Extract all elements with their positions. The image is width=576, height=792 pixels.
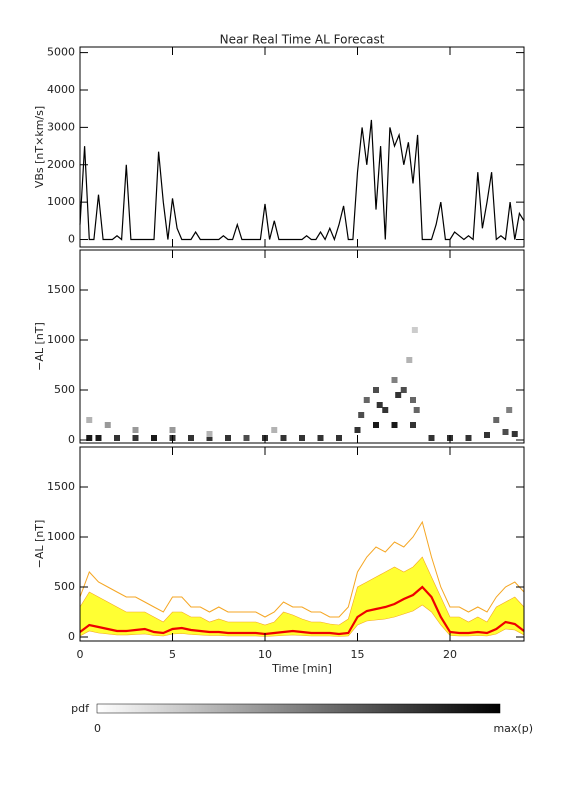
density-cell [86,435,93,441]
density-cell [358,412,365,418]
density-cell [411,327,418,333]
plot-frame [79,249,525,444]
density-cell [382,407,389,413]
density-cell [206,431,213,437]
y-tick-label: 1500 [47,283,75,296]
y-tick-label: 1000 [47,333,75,346]
y-tick-label: 5000 [47,46,75,59]
density-cell [95,435,102,441]
x-axis-label: Time [min] [271,662,332,675]
density-cell [114,435,120,441]
x-tick-label: 10 [258,648,272,661]
density-cell [169,427,176,433]
plot-frame [79,46,525,248]
colorbar-max: max(p) [493,722,533,735]
x-tick-label: 20 [443,648,457,661]
max-line [79,520,525,618]
density-cell [271,427,278,433]
colorbar-label: pdf [71,702,90,715]
density-cell [484,432,490,438]
density-cell [400,387,407,393]
band-area [79,556,525,637]
density-cell [299,435,305,441]
density-cell [363,397,370,403]
density-cell [354,427,361,433]
density-cell [395,392,402,398]
x-tick-label: 0 [77,648,84,661]
density-cell [206,435,213,441]
density-cell [336,435,342,441]
density-cell [406,357,413,363]
y-axis-label: VBs [nT×km/s] [33,106,46,188]
density-cell [132,427,139,433]
density-cell [502,429,509,435]
density-cell [410,397,416,403]
density-cell [465,435,472,441]
y-tick-label: 500 [54,383,75,396]
density-cell [104,422,111,428]
y-tick-label: 1000 [47,195,75,208]
density-cell [373,387,379,393]
y-tick-label: 1500 [47,480,75,493]
density-cell [511,431,518,437]
y-tick-label: 0 [68,433,75,446]
median-line [79,585,525,636]
density-cell [373,422,379,428]
density-cell [376,402,383,408]
density-cell [225,435,231,441]
colorbar [96,703,501,714]
colorbar-min: 0 [94,722,101,735]
x-tick-label: 5 [169,648,176,661]
density-cell [317,435,324,441]
density-cell [243,435,250,441]
density-cell [413,407,420,413]
density-cell [132,435,139,441]
y-tick-label: 3000 [47,120,75,133]
y-tick-label: 0 [68,630,75,643]
density-cell [188,435,194,441]
density-cell [280,435,287,441]
y-tick-label: 500 [54,580,75,593]
density-cell [391,422,398,428]
y-tick-label: 4000 [47,83,75,96]
y-tick-label: 1000 [47,530,75,543]
data-line [79,119,525,242]
density-cell [428,435,435,441]
density-cell [391,377,398,383]
y-tick-label: 2000 [47,158,75,171]
x-tick-label: 15 [351,648,365,661]
density-cell [410,422,416,428]
density-cell [151,435,157,441]
plot-frame [79,446,525,642]
density-cell [86,417,93,423]
density-cell [493,417,500,423]
density-cell [506,407,513,413]
y-axis-label: −AL [nT] [33,520,46,569]
y-axis-label: −AL [nT] [33,322,46,371]
y-tick-label: 0 [68,233,75,246]
chart-title: Near Real Time AL Forecast [220,33,385,47]
